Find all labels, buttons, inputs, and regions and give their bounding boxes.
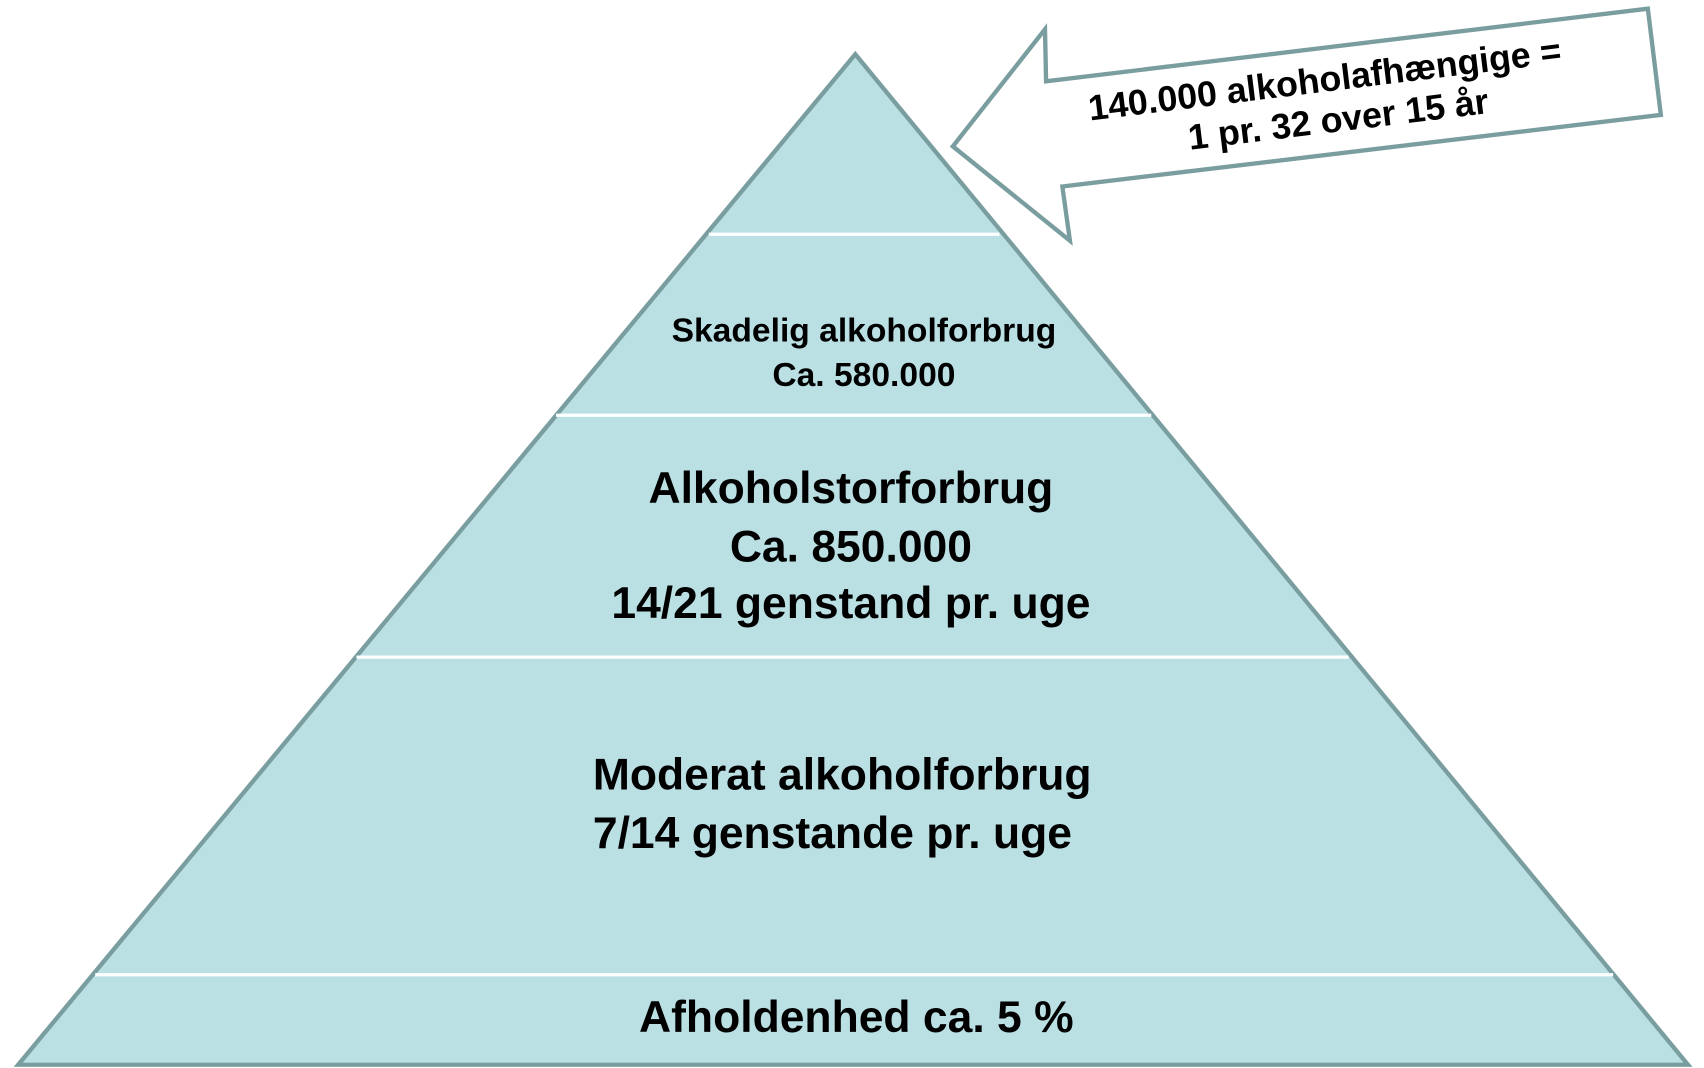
level-text: Ca. 580.000	[772, 357, 955, 394]
level-text: Moderat alkoholforbrug	[593, 750, 1092, 799]
level-text: Ca. 850.000	[730, 523, 972, 572]
callout	[949, 6, 1664, 246]
level-text: Alkoholstorforbrug	[648, 464, 1053, 513]
level-text: 14/21 genstand pr. uge	[611, 579, 1090, 628]
level-text: Afholdenhed ca. 5 %	[639, 993, 1074, 1042]
pyramid	[13, 50, 1693, 1067]
level-text: Skadelig alkoholforbrug	[672, 313, 1057, 350]
level-text: 7/14 genstande pr. uge	[593, 809, 1072, 858]
